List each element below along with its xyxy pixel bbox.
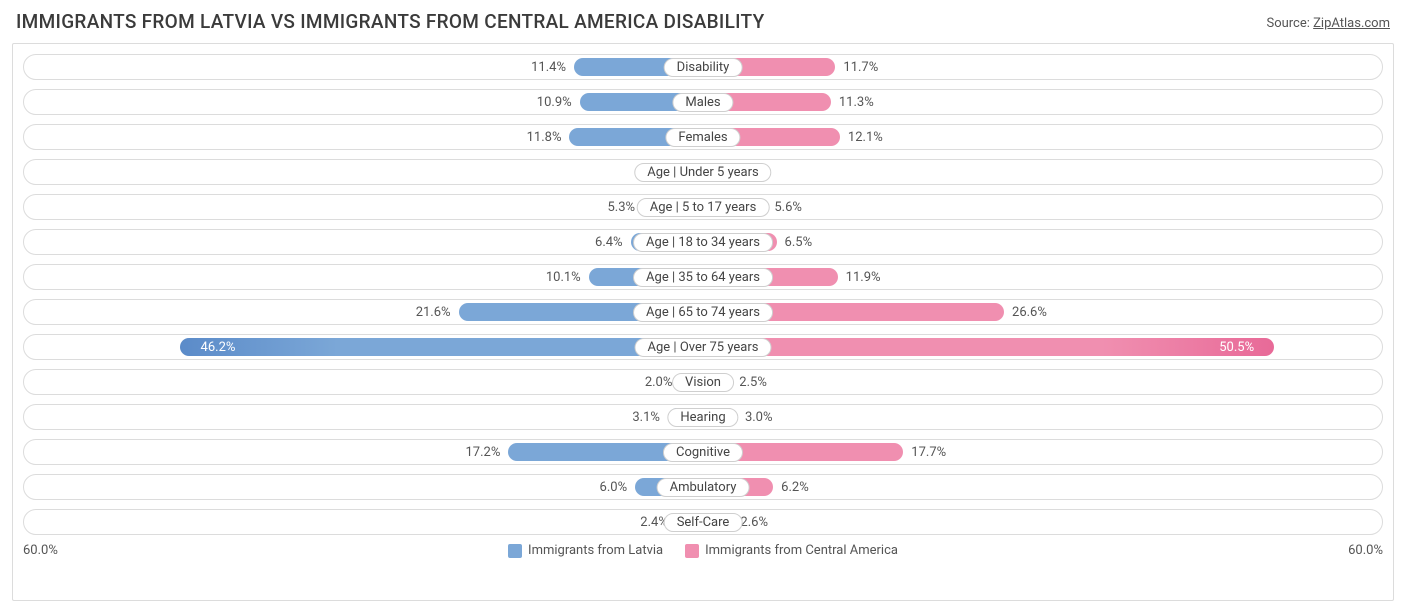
category-label: Ambulatory — [657, 478, 750, 497]
value-label-left: 2.0% — [645, 375, 673, 390]
legend-swatch-left — [508, 544, 522, 558]
value-label-right: 5.6% — [774, 200, 802, 215]
source-attribution: Source: ZipAtlas.com — [1266, 12, 1390, 31]
chart-row: 17.2% 17.7% Cognitive — [23, 439, 1383, 465]
value-label-left: 6.0% — [600, 480, 628, 495]
chart-rows: 11.4% 11.7% Disability 10.9% 11.3% Males 11.8%… — [23, 54, 1383, 535]
category-label: Age | 65 to 74 years — [633, 303, 773, 322]
value-label-left: 21.6% — [416, 305, 451, 320]
chart-row: 1.2%1.2%Age | Under 5 years — [23, 159, 1383, 185]
category-label: Hearing — [667, 408, 738, 427]
chart-row: 2.0% 2.5% Vision — [23, 369, 1383, 395]
category-label: Age | 35 to 64 years — [633, 268, 773, 287]
chart-row: 11.8% 12.1% Females — [23, 124, 1383, 150]
legend: Immigrants from Latvia Immigrants from C… — [508, 543, 898, 558]
chart-row: 11.4% 11.7% Disability — [23, 54, 1383, 80]
chart-row: 2.4%2.6%Self-Care — [23, 509, 1383, 535]
source-prefix: Source: — [1266, 16, 1313, 31]
chart-row: 10.1% 11.9% Age | 35 to 64 years — [23, 264, 1383, 290]
chart-row: 21.6% 26.6% Age | 65 to 74 years — [23, 299, 1383, 325]
legend-label-right: Immigrants from Central America — [705, 543, 898, 558]
value-label-right: 11.3% — [839, 95, 874, 110]
value-label-right: 2.6% — [740, 515, 768, 530]
category-label: Age | 5 to 17 years — [637, 198, 770, 217]
chart-footer: 60.0% Immigrants from Latvia Immigrants … — [23, 543, 1383, 558]
chart-title: IMMIGRANTS FROM LATVIA VS IMMIGRANTS FRO… — [16, 10, 765, 33]
chart-row: 10.9% 11.3% Males — [23, 89, 1383, 115]
value-label-right: 3.0% — [745, 410, 773, 425]
chart-row: 3.1% 3.0% Hearing — [23, 404, 1383, 430]
legend-item-left: Immigrants from Latvia — [508, 543, 663, 558]
value-label-left: 10.9% — [537, 95, 572, 110]
value-label-left: 10.1% — [546, 270, 581, 285]
chart-frame: 11.4% 11.7% Disability 10.9% 11.3% Males 11.8%… — [12, 43, 1394, 601]
value-label-right: 11.7% — [843, 60, 878, 75]
chart-row: 5.3% 5.6% Age | 5 to 17 years — [23, 194, 1383, 220]
category-label: Age | Over 75 years — [635, 338, 772, 357]
value-label-right: 6.5% — [785, 235, 813, 250]
value-label-left: 11.4% — [531, 60, 566, 75]
chart-header: IMMIGRANTS FROM LATVIA VS IMMIGRANTS FRO… — [0, 0, 1406, 39]
legend-swatch-right — [685, 544, 699, 558]
value-label-right: 26.6% — [1012, 305, 1047, 320]
category-label: Self-Care — [664, 513, 743, 532]
value-label-left: 46.2% — [201, 340, 236, 355]
category-label: Age | Under 5 years — [634, 163, 771, 182]
category-label: Age | 18 to 34 years — [633, 233, 773, 252]
value-label-right: 2.5% — [739, 375, 767, 390]
category-label: Males — [672, 93, 733, 112]
value-label-left: 17.2% — [465, 445, 500, 460]
category-label: Disability — [664, 58, 743, 77]
value-label-right: 12.1% — [848, 130, 883, 145]
axis-max-right: 60.0% — [1348, 543, 1383, 558]
value-label-right: 50.5% — [1219, 340, 1254, 355]
chart-row: 46.2% 50.5% Age | Over 75 years — [23, 334, 1383, 360]
chart-row: 6.4% 6.5% Age | 18 to 34 years — [23, 229, 1383, 255]
chart-row: 6.0% 6.2% Ambulatory — [23, 474, 1383, 500]
category-label: Females — [665, 128, 740, 147]
bar-left — [180, 338, 703, 356]
value-label-right: 17.7% — [911, 445, 946, 460]
bar-right — [703, 338, 1274, 356]
legend-label-left: Immigrants from Latvia — [528, 543, 663, 558]
category-label: Vision — [672, 373, 734, 392]
value-label-left: 3.1% — [632, 410, 660, 425]
value-label-right: 6.2% — [781, 480, 809, 495]
category-label: Cognitive — [663, 443, 743, 462]
legend-item-right: Immigrants from Central America — [685, 543, 898, 558]
source-link[interactable]: ZipAtlas.com — [1313, 16, 1390, 31]
value-label-left: 11.8% — [527, 130, 562, 145]
value-label-right: 11.9% — [846, 270, 881, 285]
value-label-left: 5.3% — [607, 200, 635, 215]
value-label-left: 6.4% — [595, 235, 623, 250]
axis-max-left: 60.0% — [23, 543, 58, 558]
